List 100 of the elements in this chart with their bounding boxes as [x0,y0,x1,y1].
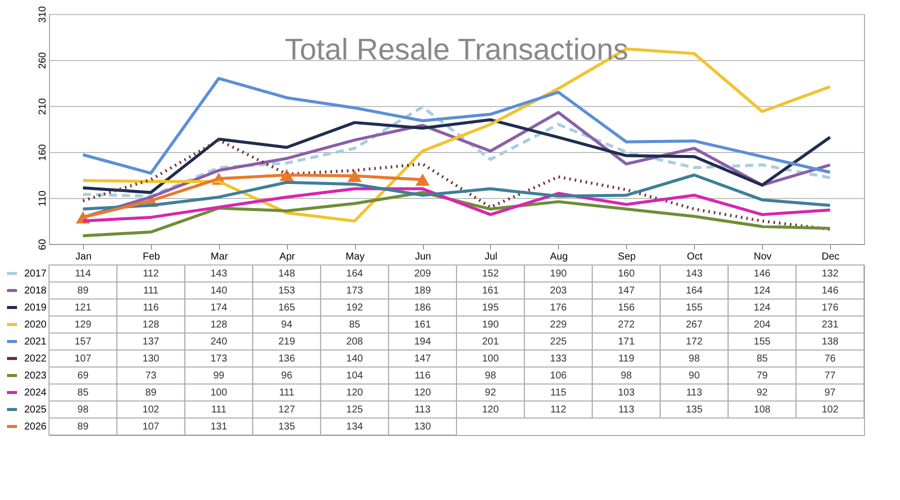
data-label: 164 [346,268,364,280]
data-label: 190 [550,268,568,280]
data-label: 130 [142,354,160,364]
data-label: 176 [550,302,568,314]
data-label: 89 [145,388,157,398]
x-tick-label: Jan [75,252,92,262]
line-series [81,118,832,194]
data-label: 103 [618,388,636,398]
line-series [81,138,832,231]
data-label: 192 [346,302,364,314]
data-label: 124 [754,286,771,296]
data-label: 130 [414,422,432,432]
data-label: 229 [550,320,568,330]
y-tick-label: 210 [38,98,48,115]
data-label: 114 [74,268,92,280]
data-label: 195 [482,302,500,314]
x-tick-label: Nov [754,252,772,262]
legend-label: 2026 [24,422,47,432]
data-label: 111 [143,286,159,296]
x-tick-label: Oct [686,252,703,262]
data-label: 113 [618,404,635,416]
legend-label: 2023 [24,370,47,382]
data-label: 225 [550,336,568,348]
data-label: 164 [686,286,703,296]
data-label: 76 [824,354,836,364]
data-label: 155 [686,302,703,314]
data-label: 156 [618,302,636,314]
data-label: 111 [279,388,295,398]
line-series [81,76,832,175]
data-label: 116 [414,370,431,382]
data-label: 127 [278,404,296,416]
legend-label: 2024 [24,388,47,398]
data-label: 209 [414,268,432,280]
data-label: 140 [346,354,364,364]
text: Total Resale Transactions [284,34,628,67]
legend-label: 2021 [24,336,47,348]
data-label: 85 [77,388,89,398]
x-tick-label: Aug [550,252,568,262]
data-label: 98 [688,354,700,364]
x-tick-label: Jun [414,252,432,262]
data-label: 157 [74,336,92,348]
data-label: 77 [824,370,836,382]
data-label: 124 [754,302,771,314]
data-label: 174 [210,302,228,314]
data-label: 137 [142,336,160,348]
data-label: 125 [346,404,364,416]
data-label: 133 [550,354,568,364]
data-label: 190 [482,320,500,330]
data-label: 176 [822,302,839,314]
data-label: 231 [822,320,839,330]
data-label: 138 [822,336,839,348]
data-label: 128 [142,320,160,330]
data-label: 153 [278,286,296,296]
data-label: 203 [550,286,568,296]
data-label: 100 [210,388,228,398]
data-label: 100 [482,354,500,364]
data-label: 161 [482,286,500,296]
data-label: 147 [618,286,636,296]
data-label: 98 [620,370,632,382]
data-label: 121 [74,302,92,314]
data-label: 128 [210,320,228,330]
data-label: 85 [756,354,768,364]
data-label: 147 [414,354,432,364]
y-tick-label: 60 [38,238,48,250]
data-label: 94 [281,320,293,330]
data-label: 189 [414,286,432,296]
data-label: 107 [142,422,160,432]
data-label: 106 [550,370,568,382]
data-label: 116 [142,302,160,314]
legend-label: 2025 [24,404,47,416]
data-label: 99 [213,370,225,382]
data-label: 219 [278,336,296,348]
data-label: 102 [822,404,839,416]
legend-label: 2019 [24,302,47,314]
data-label: 143 [210,268,228,280]
legend-label: 2018 [24,286,47,296]
data-label: 152 [482,268,500,280]
data-label: 131 [210,422,228,432]
data-label: 96 [281,370,293,382]
x-tick-label: Dec [822,252,840,262]
data-label: 136 [278,354,296,364]
data-label: 172 [686,336,703,348]
data-label: 132 [822,268,839,280]
data-label: 119 [618,354,635,364]
data-label: 204 [754,320,771,330]
data-label: 98 [77,404,89,416]
data-label: 148 [278,268,296,280]
data-label: 108 [754,404,771,416]
y-tick-label: 160 [38,144,48,161]
data-label: 240 [210,336,228,348]
data-label: 73 [145,370,157,382]
data-label: 85 [349,320,361,330]
data-label: 89 [77,286,89,296]
data-label: 272 [618,320,636,330]
data-label: 113 [414,404,431,416]
x-tick-label: Feb [142,252,160,262]
data-label: 173 [210,354,228,364]
legend-label: 2020 [24,320,47,330]
data-label: 143 [686,268,703,280]
y-tick-label: 260 [38,52,48,69]
